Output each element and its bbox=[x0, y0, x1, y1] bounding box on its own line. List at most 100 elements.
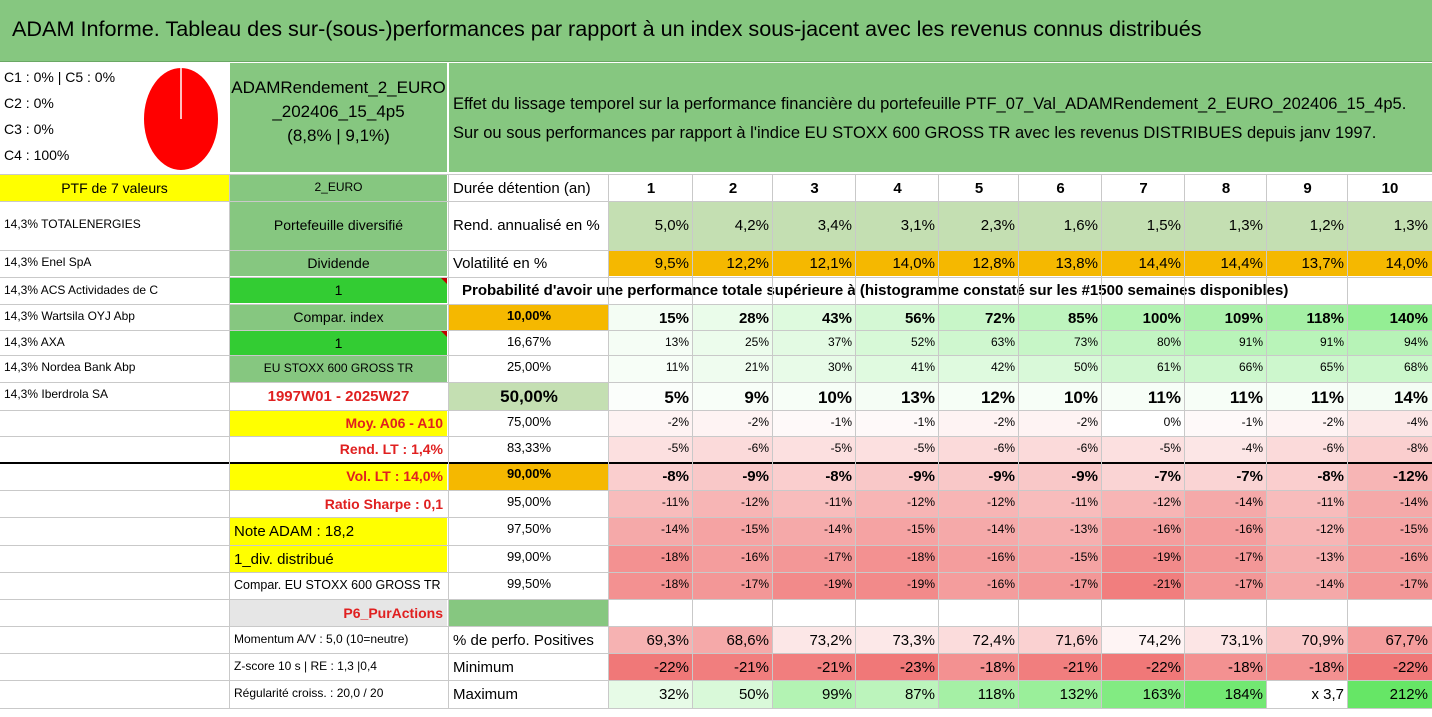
annual-return-cell: 2,3% bbox=[939, 202, 1019, 250]
quantile-value-cell: -15% bbox=[856, 518, 939, 545]
long-term-return-label-text: Rend. LT : 1,4% bbox=[339, 441, 443, 457]
stat-value-cell: 32% bbox=[609, 681, 693, 708]
quantile-value-cell: -6% bbox=[939, 437, 1019, 462]
index-flag-2[interactable]: 1 bbox=[230, 331, 447, 355]
quantile-value-cell: -5% bbox=[856, 437, 939, 462]
adam-score-label-text: Note ADAM : 18,2 bbox=[234, 523, 355, 540]
quantile-value-cell: -19% bbox=[856, 573, 939, 599]
stat-value-cell: -22% bbox=[609, 654, 693, 680]
stat-value-cell: x 3,7 bbox=[1267, 681, 1348, 708]
quantile-value-cell: -19% bbox=[773, 573, 856, 599]
stat-value-cell: 73,1% bbox=[1185, 627, 1267, 653]
quantile-value-cell: 10% bbox=[773, 383, 856, 410]
quantile-value-cell: 80% bbox=[1102, 331, 1185, 355]
fund-name-line-1: ADAMRendement_2_EURO bbox=[231, 78, 446, 97]
stat-value-cell: -21% bbox=[693, 654, 773, 680]
annual-return-cell: 1,3% bbox=[1185, 202, 1267, 250]
quantile-value-cell: -16% bbox=[693, 546, 773, 572]
quantile-value-cell: -2% bbox=[1267, 411, 1348, 436]
adam-score-label: Note ADAM : 18,2 bbox=[230, 518, 447, 545]
row-gridline bbox=[0, 277, 1432, 278]
quantile-value-cell: 56% bbox=[856, 305, 939, 330]
index-flag-1[interactable]: 1 bbox=[230, 278, 447, 303]
quantile-value-cell: -6% bbox=[1019, 437, 1102, 462]
quantile-value-cell: 109% bbox=[1185, 305, 1267, 330]
column-gridline bbox=[608, 174, 609, 709]
column-gridline bbox=[1347, 174, 1348, 709]
holding-enel: 14,3% Enel SpA bbox=[4, 255, 92, 269]
class-line-4: C4 : 100% bbox=[4, 147, 70, 163]
quantile-value-cell: 68% bbox=[1348, 356, 1432, 382]
long-term-return-label: Rend. LT : 1,4% bbox=[230, 437, 447, 462]
stat-value-cell: -18% bbox=[1185, 654, 1267, 680]
quantile-value-cell: -17% bbox=[1019, 573, 1102, 599]
quantile-value-cell: 14% bbox=[1348, 383, 1432, 410]
dividend-distributed-label-text: 1_div. distribué bbox=[234, 551, 334, 568]
pure-actions-label: P6_PurActions bbox=[230, 600, 447, 626]
annual-return-cell: 1,6% bbox=[1019, 202, 1102, 250]
quantile-level-cell: 99,50% bbox=[506, 576, 552, 591]
quantile-value-cell: -12% bbox=[1348, 463, 1432, 490]
row-gridline bbox=[0, 626, 1432, 627]
quantile-value-cell: -2% bbox=[693, 411, 773, 436]
stat-value-cell: 69,3% bbox=[609, 627, 693, 653]
year-header-cell: 8 bbox=[1221, 180, 1231, 197]
quantile-value-cell: -19% bbox=[1102, 546, 1185, 572]
regularity-label: Régularité croiss. : 20,0 / 20 bbox=[230, 681, 447, 708]
quantile-value-cell: -14% bbox=[1348, 491, 1432, 517]
stat-value-cell: 50% bbox=[693, 681, 773, 708]
quantile-value-cell: 13% bbox=[609, 331, 693, 355]
quantile-value-cell: -5% bbox=[1102, 437, 1185, 462]
stat-value-cell: -22% bbox=[1102, 654, 1185, 680]
quantile-value-cell: -11% bbox=[1019, 491, 1102, 517]
quantile-value-cell: 100% bbox=[1102, 305, 1185, 330]
quantile-value-cell: 61% bbox=[1102, 356, 1185, 382]
holding-wartsila: 14,3% Wartsila OYJ Abp bbox=[4, 309, 135, 323]
row-gridline bbox=[0, 330, 1432, 331]
stat-value-cell: -22% bbox=[1348, 654, 1432, 680]
zscore-label: Z-score 10 s | RE : 1,3 |0,4 bbox=[230, 654, 447, 680]
quantile-value-cell: 11% bbox=[609, 356, 693, 382]
quantile-level-cell: 95,00% bbox=[506, 494, 552, 509]
sharpe-ratio-label-text: Ratio Sharpe : 0,1 bbox=[324, 496, 443, 512]
stat-value-cell: -21% bbox=[773, 654, 856, 680]
quantile-value-cell: 28% bbox=[693, 305, 773, 330]
quantile-value-cell: 63% bbox=[939, 331, 1019, 355]
stat-label-0: % de perfo. Positives bbox=[453, 632, 594, 649]
index-name-label-text: EU STOXX 600 GROSS TR bbox=[263, 361, 414, 375]
dividend-label: Dividende bbox=[230, 251, 447, 276]
stat-value-cell: -23% bbox=[856, 654, 939, 680]
column-gridline bbox=[1266, 174, 1267, 709]
holding-totalenergies: 14,3% TOTALENERGIES bbox=[4, 217, 141, 231]
holding-nordea: 14,3% Nordea Bank Abp bbox=[4, 360, 136, 374]
effect-line-2: Sur ou sous performances par rapport à l… bbox=[453, 124, 1377, 142]
quantile-value-cell: -9% bbox=[693, 463, 773, 490]
row-gridline bbox=[0, 201, 1432, 202]
annual-return-label: Rend. annualisé en % bbox=[453, 217, 600, 234]
quantile-value-cell: -21% bbox=[1102, 573, 1185, 599]
stat-value-cell: 71,6% bbox=[1019, 627, 1102, 653]
row-gridline bbox=[0, 599, 1432, 600]
quantile-value-cell: -16% bbox=[939, 573, 1019, 599]
quantile-value-cell: -7% bbox=[1185, 463, 1267, 490]
compar-index-label: Compar. index bbox=[230, 305, 447, 330]
volatility-cell: 14,4% bbox=[1185, 251, 1267, 276]
holding-duration-label: Durée détention (an) bbox=[453, 180, 591, 197]
stat-value-cell: 67,7% bbox=[1348, 627, 1432, 653]
quantile-value-cell: -14% bbox=[939, 518, 1019, 545]
fund-name-box: ADAMRendement_2_EURO _202406_15_4p5 (8,8… bbox=[230, 63, 447, 172]
quantile-value-cell: 42% bbox=[939, 356, 1019, 382]
year-header-cell: 10 bbox=[1381, 180, 1399, 197]
quantile-value-cell: -6% bbox=[693, 437, 773, 462]
quantile-value-cell: -17% bbox=[773, 546, 856, 572]
annual-return-cell: 5,0% bbox=[609, 202, 693, 250]
volatility-cell: 9,5% bbox=[609, 251, 693, 276]
quantile-value-cell: 85% bbox=[1019, 305, 1102, 330]
probability-title: Probabilité d'avoir une performance tota… bbox=[462, 282, 1289, 299]
quantile-value-cell: 5% bbox=[609, 383, 693, 410]
volatility-label: Volatilité en % bbox=[453, 255, 548, 272]
quantile-value-cell: -13% bbox=[1267, 546, 1348, 572]
quantile-value-cell: -12% bbox=[856, 491, 939, 517]
quantile-value-cell: 73% bbox=[1019, 331, 1102, 355]
diversified-label: Portefeuille diversifié bbox=[230, 202, 447, 250]
